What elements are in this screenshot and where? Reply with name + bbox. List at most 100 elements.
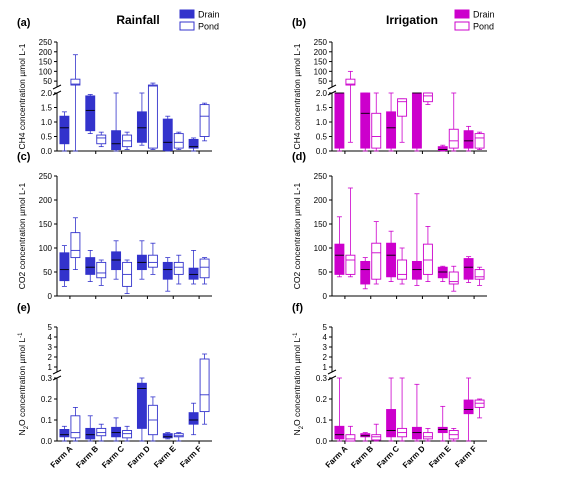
box (111, 251, 122, 271)
box (397, 98, 408, 117)
box (147, 84, 158, 149)
box (111, 130, 122, 150)
box (85, 257, 96, 275)
y-tick-label: 2 (48, 353, 53, 362)
y-tick-label: 1 (48, 363, 53, 372)
pond-box (397, 377, 408, 442)
box (85, 95, 96, 132)
drain-box (85, 415, 96, 442)
pond-box (448, 427, 459, 442)
y-axis-label: CO2 concentration µmol L-1 (292, 182, 302, 289)
y-tick-label: 50 (318, 77, 327, 86)
y-tick-label: 0.3 (316, 374, 328, 383)
y-tick-label: 3 (323, 343, 328, 352)
axis-break-mark (52, 369, 62, 375)
y-tick-label: 50 (43, 268, 52, 277)
axis-break-mark (52, 84, 62, 90)
box (411, 92, 422, 149)
column-heading-rainfall: Rainfall (116, 13, 159, 27)
drain-box (463, 125, 474, 152)
box (173, 433, 184, 438)
box (463, 130, 474, 149)
y-tick-label: 250 (314, 38, 328, 47)
y-tick-label: 0.3 (41, 374, 53, 383)
y-tick-label: 50 (43, 77, 52, 86)
x-tick-label: Farm B (74, 444, 100, 470)
column-heading-irrigation: Irrigation (386, 13, 438, 27)
pond-box (371, 221, 382, 285)
y-tick-label: 2 (323, 353, 328, 362)
legend-swatch-drain (179, 9, 195, 19)
y-tick-label: 150 (314, 58, 328, 67)
box (188, 138, 199, 149)
box (397, 259, 408, 280)
box (345, 434, 356, 442)
pond-box (345, 70, 356, 143)
pond-box (199, 353, 210, 425)
pond-box (173, 131, 184, 150)
drain-box (85, 94, 96, 135)
drain-box (437, 405, 448, 442)
drain-box (188, 137, 199, 152)
box (162, 433, 173, 439)
legend-label-pond: Pond (198, 22, 219, 32)
y-tick-label: 200 (39, 48, 53, 57)
y-tick-label: 1.5 (41, 104, 53, 113)
panel-c: (c) 0 50 100 150 200 250 CO2 concentration µmol… (17, 151, 212, 301)
panel-label: (c) (17, 151, 31, 163)
pond-box (474, 398, 485, 419)
drain-box (162, 257, 173, 292)
y-tick-label: 150 (39, 58, 53, 67)
box (422, 243, 433, 275)
y-tick-label: 1.0 (41, 118, 53, 127)
box (371, 112, 382, 149)
y-tick-label: 150 (314, 220, 328, 229)
drain-box (411, 383, 422, 442)
y-tick-label: 4 (323, 333, 328, 342)
box (199, 258, 210, 279)
y-axis-label: N2O concentration µmol L-1 (292, 332, 305, 436)
y-axis-label: CO2 concentration µmol L-1 (17, 182, 27, 289)
y-tick-label: 0.5 (41, 133, 53, 142)
y-tick-label: 1 (323, 363, 328, 372)
drain-box (360, 92, 371, 152)
pond-box (345, 425, 356, 442)
x-tick-label: Farm C (375, 444, 401, 470)
pond-box (371, 92, 382, 152)
pond-box (474, 131, 485, 150)
box (463, 258, 474, 280)
y-axis-label: CH4 concentration µmol L-1 (17, 43, 27, 149)
y-tick-label: 2.0 (316, 89, 328, 98)
y-tick-label: 0.2 (316, 395, 328, 404)
box (386, 111, 397, 149)
legend-swatch-pond (179, 21, 195, 31)
drain-box (162, 432, 173, 440)
legend-label-drain: Drain (198, 10, 220, 20)
y-tick-label: 100 (314, 244, 328, 253)
y-tick-label: 200 (39, 196, 53, 205)
legend-swatch-pond (454, 21, 470, 31)
drain-box (59, 111, 70, 152)
y-tick-label: 50 (318, 268, 327, 277)
box (422, 92, 433, 103)
box (111, 426, 122, 438)
y-tick-label: 100 (39, 67, 53, 76)
pond-box (147, 396, 158, 442)
drain-box (411, 193, 422, 286)
y-tick-label: 200 (314, 196, 328, 205)
drain-box (437, 144, 448, 152)
drain-box (411, 92, 422, 152)
box (437, 266, 448, 279)
y-tick-label: 1.0 (316, 118, 328, 127)
y-tick-label: 5 (323, 323, 328, 332)
drain-box (386, 377, 397, 442)
box (448, 271, 459, 285)
box (371, 434, 382, 441)
box (411, 426, 422, 440)
y-tick-label: 250 (39, 38, 53, 47)
x-tick-label: Farm E (427, 444, 453, 470)
legend-label-drain: Drain (473, 10, 495, 20)
pond-box (422, 225, 433, 283)
